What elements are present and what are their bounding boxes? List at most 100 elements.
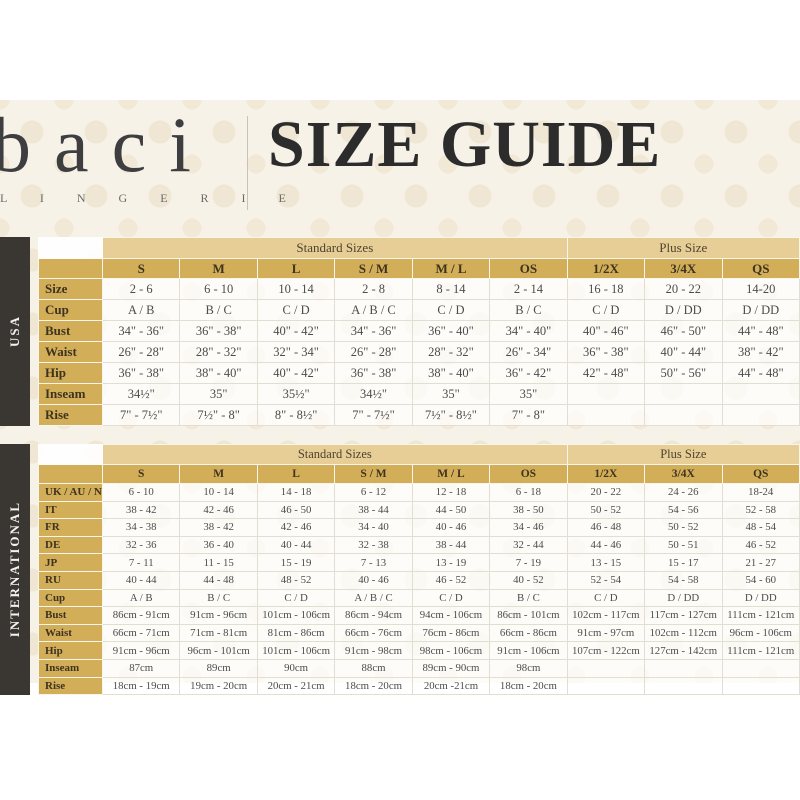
size-cell: C / D bbox=[566, 588, 646, 608]
group-header: Plus Size bbox=[566, 444, 800, 465]
size-cell bbox=[644, 404, 723, 426]
row-label: Waist bbox=[38, 623, 103, 643]
column-header: L bbox=[256, 464, 336, 484]
column-header: 1/2X bbox=[566, 464, 646, 484]
size-cell: 91cm - 96cm bbox=[101, 641, 181, 660]
size-cell: 81cm - 86cm bbox=[256, 623, 336, 643]
size-cell: 24 - 26 bbox=[644, 483, 723, 502]
size-cell: 7 - 13 bbox=[334, 553, 413, 572]
size-cell: 7" - 7½" bbox=[334, 404, 413, 426]
size-cell: 91cm - 96cm bbox=[179, 606, 258, 625]
group-header: Plus Size bbox=[566, 237, 800, 259]
table-row: Bust 86cm - 91cm 91cm - 96cm 101cm - 106cm 8… bbox=[38, 606, 800, 625]
international-region-label: INTERNATIONAL bbox=[7, 501, 22, 638]
size-cell: D / DD bbox=[721, 588, 800, 608]
international-size-section: INTERNATIONAL Standard Sizes Plus Size S M L… bbox=[0, 444, 800, 696]
size-cell: 86cm - 101cm bbox=[489, 606, 568, 625]
size-cell: 32 - 44 bbox=[489, 535, 568, 555]
table-row: Bust 34" - 36" 36" - 38" 40" - 42" 34" - 36"… bbox=[38, 320, 800, 342]
size-cell: 50 - 52 bbox=[566, 500, 646, 520]
size-cell: 36" - 42" bbox=[489, 362, 568, 384]
row-label-header bbox=[38, 464, 103, 484]
size-cell: 40 - 44 bbox=[256, 535, 336, 555]
row-label: JP bbox=[38, 553, 103, 572]
size-cell: B / C bbox=[489, 299, 568, 321]
size-cell: D / DD bbox=[644, 299, 723, 321]
size-cell: 32 - 38 bbox=[334, 535, 413, 555]
size-cell: 48 - 54 bbox=[721, 518, 800, 537]
size-cell: 40" - 42" bbox=[256, 362, 336, 384]
size-cell: 87cm bbox=[101, 658, 181, 678]
size-cell: 35" bbox=[179, 383, 258, 405]
column-header: OS bbox=[489, 258, 568, 279]
size-cell bbox=[566, 676, 646, 696]
size-cell: A / B bbox=[101, 299, 181, 321]
size-cell: 40 - 44 bbox=[101, 570, 181, 590]
group-header: Standard Sizes bbox=[102, 444, 568, 465]
size-cell: 7 - 19 bbox=[489, 553, 568, 572]
size-cell: 40" - 42" bbox=[256, 320, 336, 342]
table-corner-cell bbox=[38, 444, 103, 465]
size-cell: 86cm - 94cm bbox=[334, 606, 413, 625]
size-cell: 94cm - 106cm bbox=[411, 606, 491, 625]
size-cell: 107cm - 122cm bbox=[566, 641, 646, 660]
size-cell: 40" - 46" bbox=[566, 320, 646, 342]
row-label: Bust bbox=[38, 320, 103, 342]
size-cell: 20 - 22 bbox=[644, 278, 723, 300]
size-cell: 13 - 15 bbox=[566, 553, 646, 572]
size-cell: 76cm - 86cm bbox=[411, 623, 491, 643]
size-cell: 40" - 44" bbox=[644, 341, 723, 363]
size-cell: 28" - 32" bbox=[179, 341, 258, 363]
size-cell: 7" - 7½" bbox=[101, 404, 181, 426]
table-row: IT 38 - 42 42 - 46 46 - 50 38 - 44 44 - 50 38 … bbox=[38, 500, 800, 520]
column-header: 3/4X bbox=[644, 258, 723, 279]
size-cell: B / C bbox=[179, 299, 258, 321]
size-cell: 15 - 17 bbox=[644, 553, 723, 572]
size-cell: 66cm - 76cm bbox=[334, 623, 413, 643]
size-cell: 10 - 14 bbox=[179, 483, 258, 502]
table-row: Inseam 87cm 89cm 90cm 88cm 89cm - 90cm 98cm bbox=[38, 658, 800, 678]
size-cell: 40 - 46 bbox=[411, 518, 491, 537]
size-cell: 28" - 32" bbox=[411, 341, 491, 363]
brand-logo: baci L I N G E R I E bbox=[0, 106, 301, 206]
size-cell: 36 - 40 bbox=[179, 535, 258, 555]
table-row: Inseam 34½" 35" 35½" 34½" 35" 35" bbox=[38, 383, 800, 405]
table-row: Waist 26" - 28" 28" - 32" 32" - 34" 26" - 28… bbox=[38, 341, 800, 363]
column-header: M / L bbox=[411, 258, 491, 279]
row-label: IT bbox=[38, 500, 103, 520]
size-cell: 50 - 51 bbox=[644, 535, 723, 555]
column-header: 3/4X bbox=[644, 464, 723, 484]
size-cell: 36" - 38" bbox=[179, 320, 258, 342]
size-cell: 2 - 14 bbox=[489, 278, 568, 300]
table-row: Rise 18cm - 19cm 19cm - 20cm 20cm - 21cm 18c… bbox=[38, 676, 800, 696]
size-cell: 18-24 bbox=[721, 483, 800, 502]
column-header: S bbox=[101, 258, 181, 279]
column-header: M / L bbox=[411, 464, 491, 484]
size-cell bbox=[721, 404, 800, 426]
size-cell: 40 - 46 bbox=[334, 570, 413, 590]
column-header: QS bbox=[721, 464, 800, 484]
size-cell: 8 - 14 bbox=[411, 278, 491, 300]
group-header: Standard Sizes bbox=[102, 237, 568, 259]
size-cell: 34" - 36" bbox=[334, 320, 413, 342]
size-cell: 2 - 8 bbox=[334, 278, 413, 300]
table-row: FR 34 - 38 38 - 42 42 - 46 34 - 40 40 - 46 34 … bbox=[38, 518, 800, 537]
column-header: OS bbox=[489, 464, 568, 484]
size-cell: 2 - 6 bbox=[101, 278, 181, 300]
size-cell: 86cm - 91cm bbox=[101, 606, 181, 625]
column-header: S / M bbox=[334, 464, 413, 484]
table-row: Rise 7" - 7½" 7½" - 8" 8" - 8½" 7" - 7½" 7½" … bbox=[38, 404, 800, 426]
size-cell: 50" - 56" bbox=[644, 362, 723, 384]
size-cell: 36" - 38" bbox=[101, 362, 181, 384]
size-cell: 91cm - 106cm bbox=[489, 641, 568, 660]
size-cell: 13 - 19 bbox=[411, 553, 491, 572]
size-cell: 34 - 46 bbox=[489, 518, 568, 537]
column-header: M bbox=[179, 258, 258, 279]
size-cell: 44 - 48 bbox=[179, 570, 258, 590]
size-cell: 38 - 44 bbox=[411, 535, 491, 555]
size-cell: 71cm - 81cm bbox=[179, 623, 258, 643]
size-cell: 44" - 48" bbox=[721, 320, 800, 342]
